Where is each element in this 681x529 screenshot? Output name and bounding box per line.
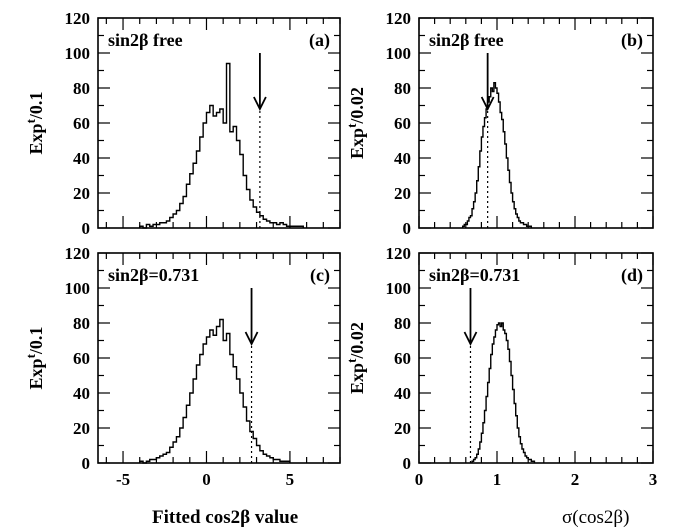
panel-b-arrow-head: [480, 96, 495, 112]
panel-a-ytick-label: 80: [73, 79, 90, 98]
panel-a-label: (a): [309, 30, 330, 51]
panel-d-ytick-label: 100: [386, 279, 412, 298]
panel-b-y-axis-label: Expt/0.02: [344, 87, 367, 159]
panel-a-annotation: sin2β free: [108, 30, 183, 50]
panel-d-xtick-label: 2: [571, 470, 580, 489]
x-axis-label-left: Fitted cos2β value: [152, 507, 298, 528]
panel-d: 0 20 40 60 80 100 120 0 1 2 3 sin2β=0.731 (d) Expt/0.…: [344, 244, 657, 489]
panel-c-annotation: sin2β=0.731: [108, 265, 199, 285]
panel-a-ytick-label: 20: [73, 184, 90, 203]
panel-d-y-axis-label: Expt/0.02: [344, 322, 367, 394]
panel-c-xtick-label: 0: [202, 470, 211, 489]
panel-c-y-axis-label: Expt/0.1: [23, 327, 46, 390]
panel-c-ytick-label: 20: [73, 419, 90, 438]
panel-c-ytick-label: 60: [73, 349, 90, 368]
panel-c-ytick-label: 120: [65, 244, 91, 263]
panel-d-label: (d): [621, 265, 643, 286]
panel-a-y-axis-label: Expt/0.1: [23, 92, 46, 155]
x-axis-label-right: σ(cos2β): [562, 507, 629, 528]
panel-b-ytick-label: 100: [386, 44, 412, 63]
panel-d-ytick-label: 40: [394, 384, 411, 403]
panel-c-xtick-label: 5: [286, 470, 295, 489]
panel-d-ytick-label: 60: [394, 349, 411, 368]
panel-b: 0 20 40 60 80 100 120 sin2β free (b) Expt/0.02: [344, 9, 654, 238]
panel-a-ytick-label: 60: [73, 114, 90, 133]
panel-c-xtick-label: -5: [116, 470, 130, 489]
panel-a-ytick-label: 0: [82, 219, 91, 238]
panel-c-arrow-head: [244, 331, 259, 347]
panel-d-histogram: [471, 322, 536, 463]
panel-d-xtick-label: 1: [493, 470, 502, 489]
panel-d-ytick-label: 0: [403, 454, 412, 473]
panel-c-ytick-label: 40: [73, 384, 90, 403]
panel-b-ytick-label: 60: [394, 114, 411, 133]
panel-a-ytick-label: 100: [65, 44, 91, 63]
panel-c: 0 20 40 60 80 100 120 -5 0 5 sin2β=0.731 (c) Expt/0.…: [23, 244, 341, 489]
panel-a-histogram: [139, 62, 304, 229]
panel-b-annotation: sin2β free: [429, 30, 504, 50]
panel-d-xtick-label: 3: [649, 470, 658, 489]
panel-a-ytick-label: 40: [73, 149, 90, 168]
panel-d-ytick-label: 80: [394, 314, 411, 333]
panel-c-histogram: [139, 318, 291, 464]
panel-b-ytick-label: 20: [394, 184, 411, 203]
panel-b-ytick-label: 80: [394, 79, 411, 98]
panel-c-ytick-label: 80: [73, 314, 90, 333]
panel-b-histogram: [461, 82, 533, 228]
panel-a-arrow-head: [253, 96, 267, 112]
panel-c-ytick-label: 0: [82, 454, 91, 473]
panel-a: 0 20 40 60 80 100 120 sin2β free (a) Expt/0.1: [23, 9, 341, 238]
panel-b-ytick-label: 0: [403, 219, 412, 238]
panel-b-label: (b): [621, 30, 643, 51]
panel-d-arrow-head: [463, 331, 478, 347]
panel-b-ytick-label: 120: [386, 9, 412, 28]
panel-b-ytick-label: 40: [394, 149, 411, 168]
panel-c-label: (c): [310, 265, 330, 286]
panel-a-ytick-label: 120: [65, 9, 91, 28]
panel-d-ytick-label: 120: [386, 244, 412, 263]
panel-d-xtick-label: 0: [415, 470, 424, 489]
panel-d-annotation: sin2β=0.731: [429, 265, 520, 285]
panel-c-ytick-label: 100: [65, 279, 91, 298]
panel-d-ytick-label: 20: [394, 419, 411, 438]
